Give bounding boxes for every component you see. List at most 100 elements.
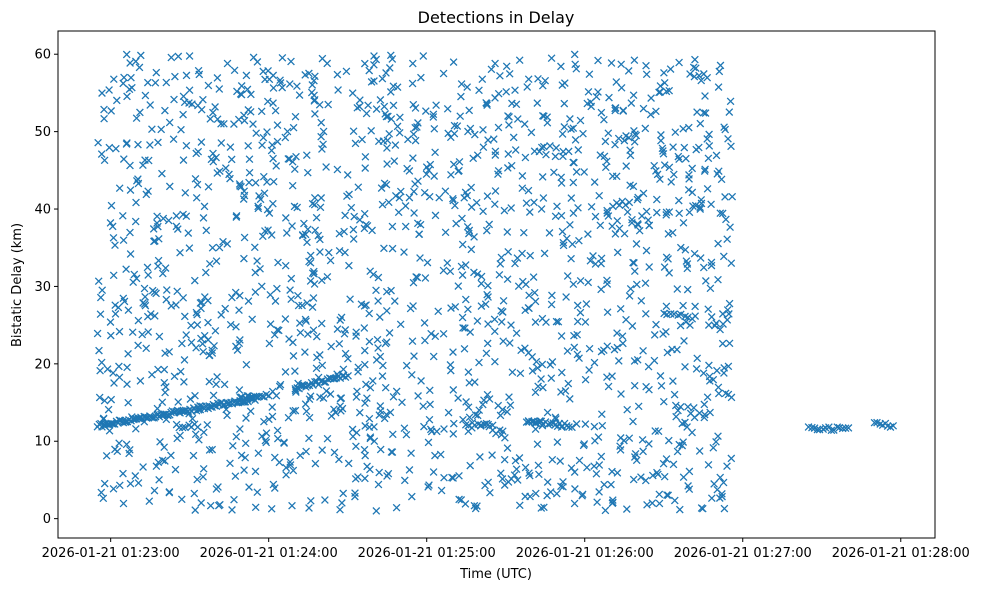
detection-point (396, 320, 405, 329)
detection-point (144, 328, 153, 336)
detection-point (518, 277, 527, 286)
detection-point (704, 154, 713, 163)
detection-point (236, 393, 245, 402)
detection-point (158, 398, 167, 407)
detection-point (406, 304, 415, 313)
detection-point (477, 279, 486, 288)
detection-point (119, 236, 128, 245)
detection-point (656, 372, 665, 380)
detection-point (302, 407, 311, 416)
detection-point (505, 393, 513, 401)
detection-point (575, 354, 583, 363)
detection-point (511, 146, 520, 154)
detection-point (531, 318, 540, 326)
detection-point (409, 130, 418, 139)
detection-point (262, 438, 271, 447)
detection-point (458, 313, 467, 322)
detection-point (604, 382, 613, 391)
detection-point (185, 52, 194, 60)
detection-point (622, 315, 630, 324)
detection-point (690, 72, 699, 81)
detection-point (348, 425, 357, 434)
detection-point (197, 499, 206, 507)
detection-point (213, 74, 222, 82)
detection-point (666, 310, 675, 318)
detection-point (107, 395, 116, 404)
detection-point (97, 488, 106, 497)
detection-point (322, 163, 330, 171)
detection-point (625, 198, 634, 207)
detection-point (456, 112, 465, 121)
detection-point (611, 106, 620, 115)
detection-point (477, 302, 486, 310)
detection-point (675, 155, 683, 164)
detection-point (659, 147, 667, 155)
detection-point (458, 240, 467, 249)
detection-point (365, 337, 374, 346)
detection-point (178, 423, 187, 432)
detection-point (657, 381, 666, 390)
detection-point (515, 56, 524, 65)
detection-point (714, 383, 723, 392)
detection-point (596, 151, 605, 159)
detection-point (669, 143, 677, 151)
detection-point (162, 78, 171, 87)
detection-point (507, 204, 516, 212)
detection-point (694, 143, 703, 152)
detection-point (417, 73, 425, 82)
detection-point (505, 69, 514, 78)
detection-point (685, 175, 693, 183)
detection-point (400, 248, 408, 256)
detection-point (490, 200, 499, 209)
detection-point (189, 451, 198, 460)
detection-point (122, 50, 131, 59)
detection-point (455, 157, 464, 166)
detection-point (312, 332, 321, 341)
detection-point (675, 505, 684, 514)
detection-point (454, 394, 462, 402)
detection-point (470, 130, 479, 139)
detection-point (583, 99, 592, 108)
detection-point (352, 442, 360, 451)
detection-point (405, 193, 414, 202)
detection-point (193, 180, 202, 189)
detection-point (593, 498, 601, 507)
detection-point (185, 86, 194, 95)
detection-point (565, 395, 574, 403)
detection-point (505, 339, 514, 347)
detection-point (513, 254, 522, 262)
detection-point (421, 274, 430, 282)
detection-point (533, 99, 542, 107)
detection-point (103, 365, 112, 373)
detection-point (648, 499, 657, 507)
detection-point (385, 64, 394, 72)
detection-point (597, 108, 606, 117)
detection-point (258, 432, 266, 441)
detection-point (535, 470, 543, 479)
detection-point (615, 224, 624, 233)
detection-point (208, 445, 217, 454)
detection-point (131, 424, 140, 433)
x-tick-label: 2026-01-21 01:28:00 (832, 546, 970, 561)
detection-point (467, 245, 476, 254)
detection-point (460, 344, 469, 353)
detection-point (115, 481, 124, 490)
detection-point (272, 162, 281, 170)
detection-point (607, 480, 615, 489)
detection-point (316, 235, 324, 244)
detection-point (655, 499, 664, 508)
detection-point (361, 474, 369, 483)
detection-point (154, 256, 163, 265)
detection-point (388, 244, 397, 253)
detection-point (415, 230, 423, 239)
detection-point (704, 321, 713, 329)
detection-point (602, 157, 611, 166)
y-tick-label: 10 (34, 435, 51, 450)
detection-point (195, 435, 203, 444)
detection-point (392, 503, 401, 512)
detection-point (336, 505, 344, 514)
detection-point (245, 168, 254, 177)
detection-point (714, 83, 723, 91)
detection-point (382, 112, 391, 121)
detection-point (182, 71, 191, 80)
